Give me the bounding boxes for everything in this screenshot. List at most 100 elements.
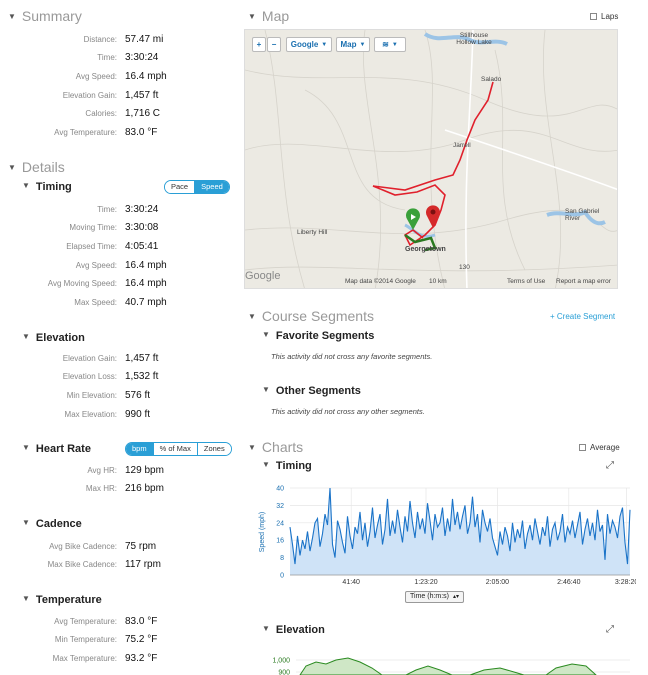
stat-row: Min Temperature: 75.2 °F [5, 632, 157, 648]
laps-checkbox[interactable]: Laps [590, 12, 618, 21]
hr-unit-toggle: bpm % of Max Zones [125, 442, 232, 456]
other-segments-header[interactable]: ▼ Other Segments [262, 385, 361, 397]
y-tick-label: 0 [280, 573, 284, 580]
elevation-chart: 1,000 900 [272, 657, 630, 675]
stat-row: Avg Speed: 16.4 mph [5, 257, 167, 273]
stat-label: Avg Speed: [75, 260, 117, 270]
speed-toggle[interactable]: Speed [195, 181, 229, 193]
temperature-header[interactable]: ▼ Temperature [22, 594, 102, 606]
collapse-triangle-icon: ▼ [248, 12, 256, 21]
pace-speed-toggle: Pace Speed [164, 180, 230, 194]
pace-toggle[interactable]: Pace [165, 181, 196, 193]
bpm-toggle[interactable]: bpm [126, 443, 154, 455]
collapse-triangle-icon: ▼ [262, 460, 270, 469]
google-logo: Google [245, 270, 281, 282]
place-label: Stillhouse Hollow Lake [456, 32, 492, 46]
map-scale: 10 km [429, 278, 447, 285]
stat-value: 216 bpm [125, 483, 164, 495]
stat-value: 129 bpm [125, 464, 164, 476]
collapse-triangle-icon: ▼ [248, 443, 256, 452]
map-provider-select[interactable]: Google ▼ [286, 37, 332, 52]
percent-max-toggle[interactable]: % of Max [153, 443, 198, 455]
create-segment-link[interactable]: + Create Segment [550, 312, 616, 321]
terms-link[interactable]: Terms of Use [507, 278, 546, 285]
stat-row: Avg Temperature: 83.0 °F [5, 613, 157, 629]
zoom-out-button[interactable]: − [267, 37, 281, 52]
x-tick-label: 1:23:20 [414, 579, 437, 586]
chevron-down-icon: ▼ [321, 41, 328, 48]
stat-label: Avg Temperature: [54, 128, 117, 137]
stat-value: 1,532 ft [125, 371, 159, 383]
stat-row: Time: 3:30:24 [5, 50, 158, 66]
elevation-area [299, 657, 597, 675]
collapse-triangle-icon: ▼ [262, 330, 270, 339]
expand-icon[interactable]: ⤢ [606, 624, 614, 635]
summary-header[interactable]: ▼ Summary [8, 8, 82, 24]
zoom-in-button[interactable]: + [252, 37, 266, 52]
stat-label: Min Elevation: [66, 390, 117, 400]
stat-row: Max Speed: 40.7 mph [5, 295, 166, 311]
y-tick-label: 16 [276, 538, 284, 545]
collapse-triangle-icon: ▼ [22, 332, 30, 341]
cadence-header[interactable]: ▼ Cadence [22, 518, 82, 530]
stat-label: Avg Speed: [75, 71, 117, 81]
charts-header[interactable]: ▼ Charts [248, 439, 304, 455]
chevron-down-icon: ▼ [391, 41, 398, 48]
stat-label: Avg Temperature: [54, 616, 117, 626]
expand-icon[interactable]: ⤢ [606, 460, 614, 471]
y-tick-label: 32 [276, 503, 284, 510]
stat-label: Elevation Gain: [62, 353, 117, 363]
report-map-error-link[interactable]: Report a map error [556, 278, 611, 285]
stat-row: Calories: 1,716 C [5, 106, 160, 122]
stat-label: Elevation Loss: [62, 372, 117, 382]
chevron-down-icon: ▼ [359, 41, 366, 48]
x-tick-label: 41:40 [342, 579, 360, 586]
stat-row: Time: 3:30:24 [5, 201, 158, 217]
route-map[interactable]: + − Google ▼ Map ▼ ≋ ▼ Stillhouse Hollow La… [244, 29, 618, 289]
collapse-triangle-icon: ▼ [22, 181, 30, 190]
heart-rate-header[interactable]: ▼ Heart Rate [22, 443, 91, 455]
lake-shape [423, 32, 508, 46]
start-marker-icon[interactable] [405, 208, 421, 230]
checkbox-icon [590, 13, 597, 20]
stat-value: 576 ft [125, 389, 151, 401]
elevation-header[interactable]: ▼ Elevation [22, 332, 85, 344]
x-axis-select[interactable]: Time (h:m:s) ▴▾ [405, 591, 465, 603]
lake-shape [546, 209, 606, 226]
stat-value: 16.4 mph [125, 259, 167, 271]
select-arrows-icon: ▴▾ [453, 594, 460, 600]
collapse-triangle-icon: ▼ [22, 594, 30, 603]
stat-label: Min Temperature: [54, 635, 117, 645]
place-label: Jarrell [453, 142, 471, 149]
map-header[interactable]: ▼ Map [248, 8, 290, 24]
stat-row: Avg Bike Cadence: 75 rpm [5, 538, 156, 554]
favorite-segments-message: This activity did not cross any favorite… [271, 352, 433, 361]
timing-header[interactable]: ▼ Timing [22, 181, 72, 193]
stat-label: Max Elevation: [64, 409, 117, 419]
average-checkbox[interactable]: Average [579, 443, 620, 452]
layers-select[interactable]: ≋ ▼ [374, 37, 406, 52]
stat-label: Avg HR: [87, 465, 117, 475]
timing-chart-header[interactable]: ▼ Timing [262, 460, 312, 472]
stat-row: Elevation Gain: 1,457 ft [5, 87, 159, 103]
y-axis-label: Speed (mph) [259, 512, 266, 552]
end-marker-icon[interactable] [425, 204, 441, 228]
stat-row: Max Temperature: 93.2 °F [5, 650, 158, 666]
details-header[interactable]: ▼ Details [8, 159, 65, 175]
collapse-triangle-icon: ▼ [262, 385, 270, 394]
stat-value: 83.0 °F [125, 127, 158, 138]
map-type-select[interactable]: Map ▼ [336, 37, 370, 52]
collapse-triangle-icon: ▼ [262, 624, 270, 633]
elevation-chart-header[interactable]: ▼ Elevation [262, 624, 325, 636]
y-tick-label: 900 [278, 670, 290, 675]
layers-icon: ≋ [382, 40, 389, 49]
collapse-triangle-icon: ▼ [22, 518, 30, 527]
stat-value: 1,457 ft [125, 352, 159, 364]
stat-row: Elevation Gain: 1,457 ft [5, 350, 159, 366]
favorite-segments-header[interactable]: ▼ Favorite Segments [262, 330, 375, 342]
course-segments-header[interactable]: ▼ Course Segments [248, 308, 374, 324]
stat-value: 1,457 ft [125, 89, 159, 101]
zones-toggle[interactable]: Zones [197, 443, 231, 455]
stat-row: Avg Speed: 16.4 mph [5, 68, 167, 84]
stat-row: Elevation Loss: 1,532 ft [5, 369, 159, 385]
